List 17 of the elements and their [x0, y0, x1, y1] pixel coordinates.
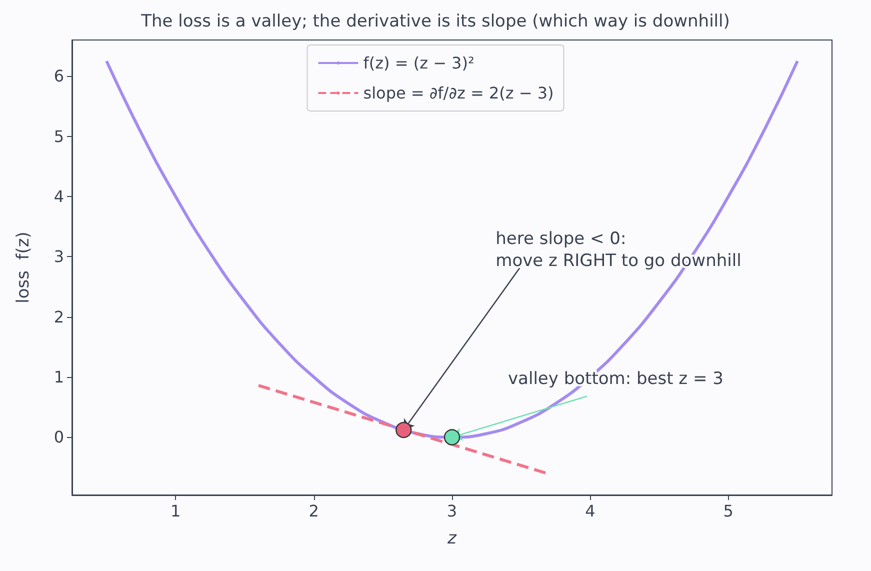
x-tick-label: 3 [446, 502, 458, 520]
y-tick-label: 3 [54, 247, 64, 266]
y-tick-label: 0 [54, 428, 64, 447]
y-tick-label: 5 [54, 126, 64, 146]
y-tick-label: 1 [54, 368, 64, 387]
chart-title: The loss is a valley; the derivative is its slope (which way is downhill) [140, 12, 730, 32]
x-tick-label: 2 [308, 502, 319, 520]
x-tick-label: 1 [170, 502, 181, 520]
y-tick-label: 4 [54, 186, 64, 206]
x-tick-label: 5 [723, 502, 734, 520]
y-tick-label: 2 [54, 307, 64, 326]
y-axis-title: loss f(z) [14, 232, 34, 304]
legend-label: f(z) = (z − 3)² [363, 54, 474, 72]
x-axis-title: z [446, 528, 458, 548]
y-tick-label: 6 [54, 66, 64, 86]
x-tick-label: 4 [585, 502, 596, 520]
legend-label: slope = ∂f/∂z = 2(z − 3) [363, 84, 554, 102]
